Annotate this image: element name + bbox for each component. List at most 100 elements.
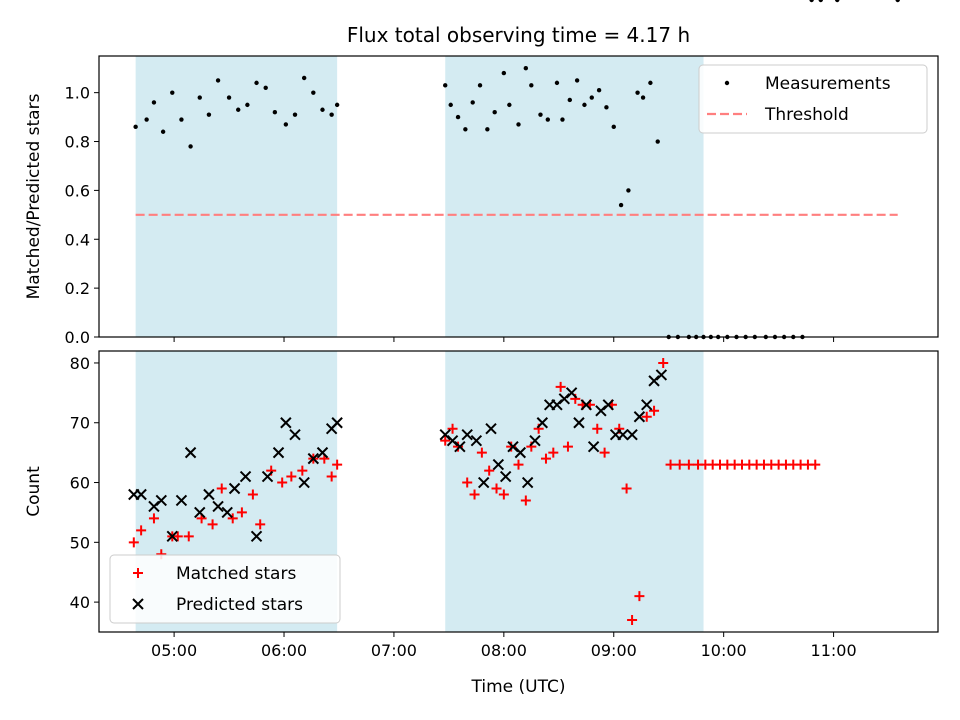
- data-point: [492, 110, 497, 115]
- data-point: [463, 127, 468, 132]
- data-marker: [485, 423, 497, 435]
- data-marker: [454, 440, 466, 453]
- data-marker: [477, 476, 490, 489]
- data-point: [151, 100, 157, 105]
- chart-title: Flux total observing time = 4.17 h: [347, 23, 690, 47]
- y-tick-label: 50: [70, 533, 90, 552]
- data-point: [215, 78, 221, 83]
- y-tick-label: 70: [70, 414, 90, 433]
- data-marker: [621, 483, 632, 494]
- data-marker: [461, 428, 473, 441]
- data-point: [895, 0, 900, 3]
- data-marker: [280, 417, 292, 429]
- data-point: [311, 90, 316, 95]
- data-point: [329, 112, 334, 117]
- data-marker: [228, 482, 241, 495]
- data-marker: [297, 465, 308, 476]
- data-point: [626, 188, 631, 193]
- data-point: [554, 80, 560, 86]
- data-marker: [261, 470, 274, 483]
- data-marker: [203, 488, 215, 501]
- y-tick-label: 0.2: [65, 279, 90, 298]
- data-marker: [155, 494, 167, 507]
- data-point: [507, 102, 512, 108]
- data-point: [589, 95, 594, 100]
- x-axis-label: Time (UTC): [471, 677, 566, 697]
- data-point: [618, 202, 624, 208]
- data-point: [501, 70, 507, 76]
- data-marker: [289, 428, 301, 441]
- data-point: [538, 112, 543, 117]
- y-tick-label: 0.0: [65, 328, 90, 347]
- data-marker: [207, 519, 218, 530]
- data-point: [545, 117, 551, 122]
- data-marker: [641, 411, 652, 422]
- series-predicted-stars: [129, 370, 668, 543]
- x-tick-label: 11:00: [811, 641, 857, 660]
- data-point: [648, 80, 653, 86]
- data-marker: [665, 459, 676, 470]
- data-point: [236, 107, 241, 112]
- x-tick-label: 08:00: [481, 641, 527, 660]
- data-marker: [626, 428, 638, 441]
- data-point: [334, 102, 340, 108]
- data-marker: [462, 477, 473, 488]
- data-point: [144, 117, 149, 122]
- x-tick-label: 07:00: [371, 641, 417, 660]
- legend-box: [698, 64, 928, 134]
- data-marker: [247, 489, 258, 500]
- data-marker: [194, 506, 206, 519]
- data-point: [170, 90, 175, 95]
- plot-frame: [98, 55, 939, 338]
- data-marker: [499, 470, 512, 483]
- data-marker: [212, 500, 224, 513]
- data-point: [455, 114, 461, 120]
- data-marker: [573, 417, 585, 429]
- data-point: [809, 0, 814, 3]
- data-marker: [272, 446, 285, 459]
- legend-box: [109, 554, 341, 624]
- data-marker: [492, 458, 505, 471]
- data-point: [272, 110, 278, 115]
- data-marker: [128, 537, 139, 548]
- data-point: [320, 107, 325, 112]
- data-marker: [536, 417, 549, 429]
- data-point: [477, 83, 483, 88]
- data-marker: [513, 459, 524, 470]
- data-point: [529, 83, 534, 88]
- data-point: [245, 102, 250, 108]
- observing-window-1: [135, 56, 338, 337]
- data-point: [133, 124, 138, 130]
- data-marker: [332, 459, 343, 470]
- y-tick-label: 40: [70, 593, 90, 612]
- data-marker: [602, 399, 614, 411]
- data-marker: [298, 476, 310, 489]
- y-axis-label: Matched/Predicted stars: [24, 93, 44, 299]
- data-marker: [683, 459, 694, 470]
- data-point: [655, 139, 660, 144]
- chart-panels: 0.0 0.2 0.4 0.6 0.8 1.0 Matched/Predicted star…: [24, 0, 939, 660]
- data-marker: [221, 506, 233, 519]
- y-tick-label: 0.6: [65, 181, 90, 200]
- data-marker: [634, 591, 645, 602]
- y-tick-label: 0.4: [65, 230, 90, 249]
- data-marker: [227, 513, 238, 524]
- data-point: [574, 78, 580, 83]
- legend-label: Predicted stars: [176, 595, 303, 615]
- data-marker: [307, 452, 320, 465]
- data-marker: [810, 459, 821, 470]
- data-marker: [447, 423, 458, 434]
- data-marker: [136, 525, 147, 536]
- data-point: [292, 112, 298, 117]
- data-point: [596, 88, 602, 93]
- data-marker: [587, 440, 600, 453]
- legend-swatch: [724, 80, 730, 86]
- data-marker: [506, 441, 517, 452]
- data-point: [582, 102, 587, 108]
- data-marker: [555, 381, 566, 392]
- data-marker: [184, 446, 197, 459]
- data-marker: [627, 615, 638, 626]
- legend: Matched stars Predicted stars: [109, 554, 341, 624]
- data-marker: [166, 530, 178, 543]
- x-tick-label: 09:00: [591, 641, 637, 660]
